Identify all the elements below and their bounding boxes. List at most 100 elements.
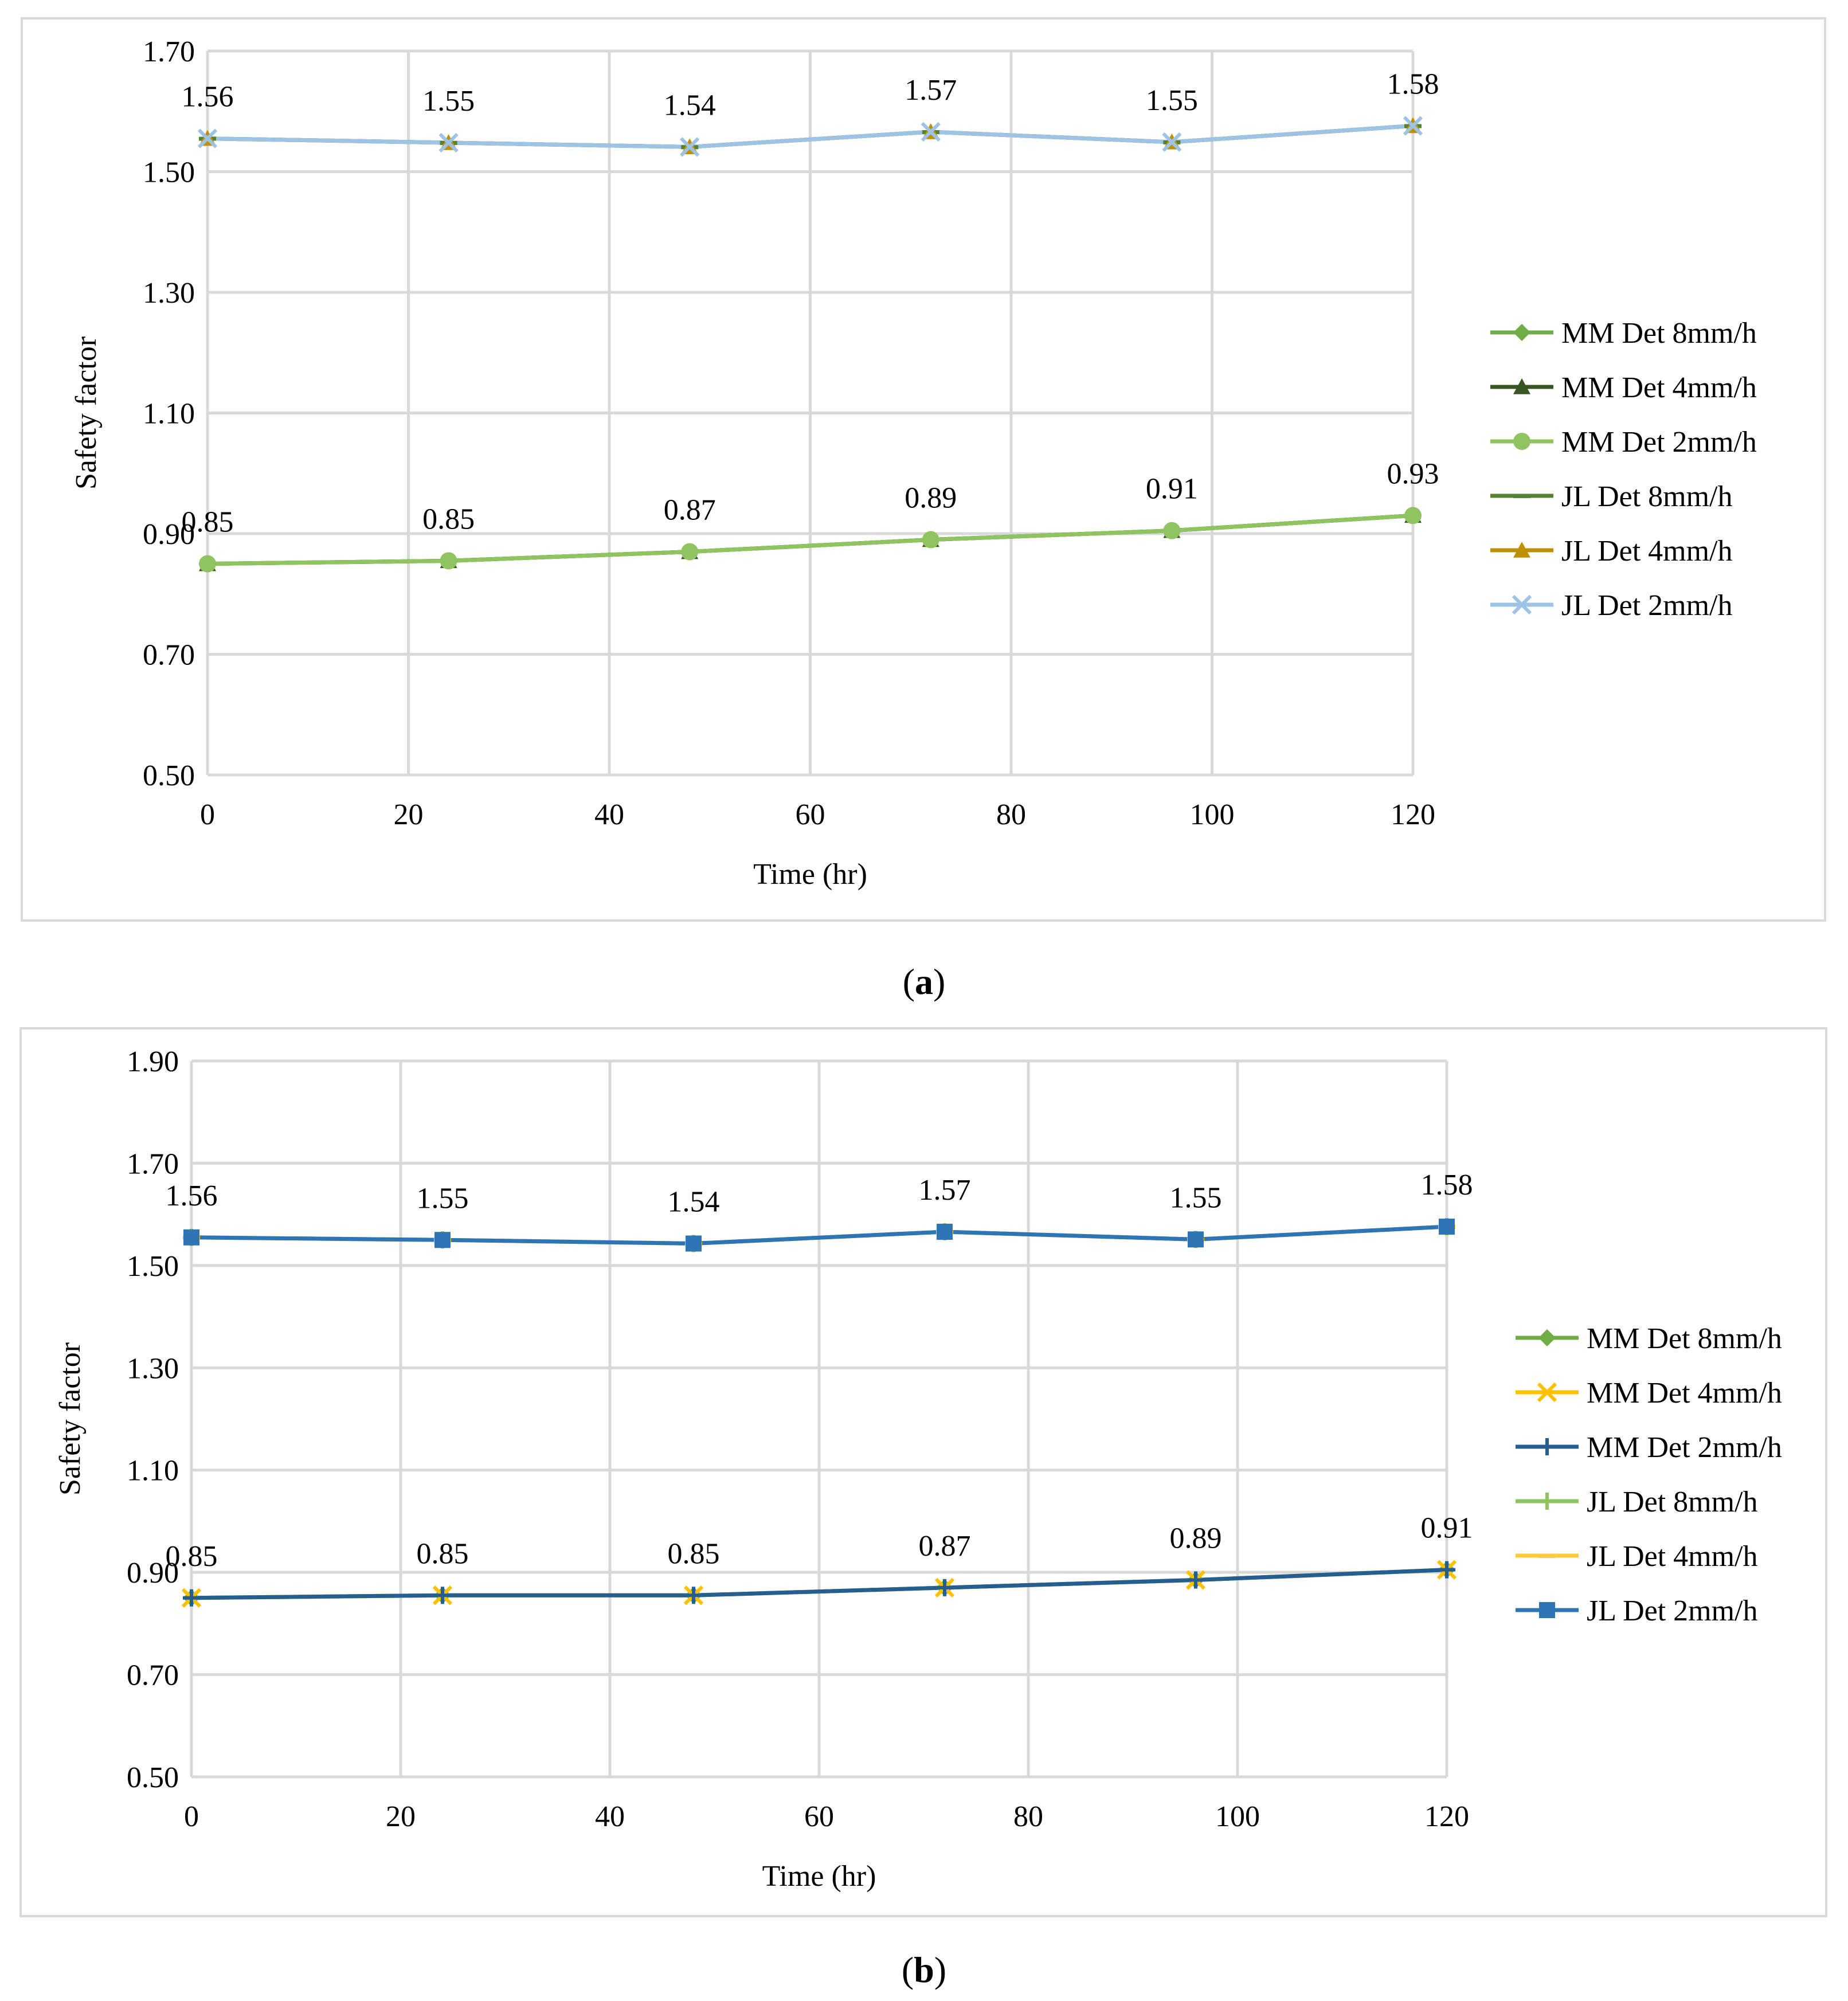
chart-b-data-point: [1188, 1231, 1204, 1248]
chart-b-y-tick-label: 1.30: [127, 1352, 179, 1385]
chart-a-legend-marker: [1513, 494, 1530, 498]
chart-b-legend-label: MM Det 8mm/h: [1587, 1322, 1782, 1355]
chart-a-legend-marker: [1513, 378, 1530, 394]
chart-a-x-tick-label: 0: [200, 798, 215, 831]
chart-a-data-point: [922, 531, 939, 549]
chart-b-data-label: 0.91: [1421, 1512, 1473, 1545]
chart-b-legend-marker: [1538, 1438, 1556, 1455]
chart-a-gridlines: [206, 49, 1415, 777]
chart-b-data-point: [434, 1587, 451, 1604]
chart-a-data-point: [1403, 116, 1423, 136]
chart-a-legend-marker: [1512, 594, 1532, 615]
chart-b-data-point: [434, 1232, 451, 1248]
chart-b-y-axis-label: Safety factor: [54, 1342, 87, 1495]
chart-a-data-point: [197, 128, 218, 148]
chart-a-legend-label: MM Det 8mm/h: [1561, 317, 1757, 350]
chart-a-y-tick-label: 0.70: [143, 639, 195, 672]
chart-a-y-tick-label: 0.50: [143, 759, 195, 792]
chart-a-data-label: 1.55: [422, 85, 475, 118]
chart-b-series-markers: [181, 1218, 1457, 1608]
chart-b-data-labels: 0.85 0.85 0.85 0.87 0.89 0.91 1.56 1.55 1.54 1.57…: [166, 1169, 1473, 1573]
chart-b-data-point: [1438, 1561, 1455, 1579]
chart-b-legend-label: JL Det 4mm/h: [1587, 1540, 1758, 1573]
chart-a-x-tick-label: 40: [594, 798, 624, 831]
chart-b-y-tick-label: 0.50: [127, 1761, 179, 1794]
chart-b-y-tick-label: 1.70: [127, 1148, 179, 1180]
chart-b-x-tick-label: 0: [184, 1800, 199, 1833]
chart-b-y-tick-label: 0.70: [127, 1659, 179, 1692]
chart-a-data-labels: 0.85 0.85 0.87 0.89 0.91 0.93 1.56 1.55 1.54 1.57…: [182, 68, 1439, 539]
chart-b-legend: MM Det 8mm/h MM Det 4mm/h MM Det 2mm/h JL D…: [1516, 1322, 1782, 1627]
chart-a-legend-marker: [1513, 542, 1530, 558]
chart-b-data-label: 1.55: [417, 1182, 469, 1215]
chart-b-data-point: [686, 1235, 702, 1252]
chart-a-y-tick-label: 1.50: [143, 156, 195, 189]
chart-a-tick-labels: 0.50 0.70 0.90 1.10 1.30 1.50 1.70 0 20 40 60 80 100…: [143, 36, 1435, 831]
chart-a-data-point: [921, 122, 941, 142]
chart-a-svg: 0.50 0.70 0.90 1.10 1.30 1.50 1.70 0 20 40 60 80 100…: [70, 36, 1757, 891]
chart-a-series-markers: [197, 116, 1423, 573]
chart-b-y-tick-label: 1.10: [127, 1455, 179, 1487]
caption-b-letter: b: [914, 1949, 934, 1990]
chart-a-data-point: [1404, 507, 1422, 524]
chart-b-x-axis-label: Time (hr): [762, 1860, 876, 1893]
chart-b-data-label: 0.89: [1170, 1522, 1222, 1555]
chart-b-data-label: 1.55: [1170, 1181, 1222, 1214]
chart-a-data-label: 1.55: [1146, 84, 1198, 117]
chart-b-legend-marker: [1538, 1554, 1556, 1558]
chart-b-y-tick-label: 1.50: [127, 1250, 179, 1283]
chart-a-y-tick-label: 1.70: [143, 36, 195, 68]
chart-a-data-label: 0.85: [182, 506, 234, 539]
chart-a-data-label: 0.89: [905, 482, 957, 515]
chart-a-series-line: [207, 513, 1414, 566]
chart-b-data-point: [1187, 1571, 1204, 1589]
chart-b-x-tick-label: 40: [595, 1800, 625, 1833]
chart-a-data-label: 0.91: [1146, 473, 1198, 506]
chart-a-legend-label: JL Det 4mm/h: [1561, 535, 1733, 567]
chart-b-data-label: 0.85: [166, 1540, 218, 1573]
chart-a-data-label: 1.56: [182, 81, 234, 113]
chart-b-legend-label: JL Det 8mm/h: [1587, 1486, 1758, 1518]
chart-b-svg: 0.50 0.70 0.90 1.10 1.30 1.50 1.70 1.90 0 20 40 60 8…: [54, 1045, 1782, 1893]
caption-a: (a): [902, 961, 946, 1002]
chart-b-data-point: [936, 1579, 953, 1596]
chart-b-data-point: [1439, 1219, 1455, 1235]
chart-a-data-label: 1.57: [905, 74, 957, 107]
chart-b-series-lines: [191, 1224, 1447, 1600]
chart-a-legend-marker: [1513, 324, 1530, 341]
chart-a-legend-label: MM Det 4mm/h: [1561, 371, 1757, 404]
chart-b-data-label: 1.57: [919, 1174, 971, 1207]
chart-a-data-point: [199, 555, 216, 573]
chart-b-data-point: [183, 1589, 200, 1607]
chart-a-x-axis-label: Time (hr): [753, 858, 867, 891]
chart-b-legend-marker: [1537, 1382, 1557, 1403]
chart-a-data-label: 0.87: [664, 494, 716, 527]
chart-b-y-tick-label: 0.90: [127, 1557, 179, 1589]
chart-a-x-tick-label: 80: [996, 798, 1026, 831]
chart-a-x-tick-label: 60: [796, 798, 825, 831]
chart-a-x-tick-label: 120: [1391, 798, 1435, 831]
chart-panel-b: 0.50 0.70 0.90 1.10 1.30 1.50 1.70 1.90 0 20 40 60 8…: [19, 1027, 1827, 1917]
chart-a-legend-label: JL Det 2mm/h: [1561, 589, 1733, 622]
caption-b: (b): [901, 1949, 947, 1990]
chart-a-legend-label: JL Det 8mm/h: [1561, 480, 1733, 513]
chart-b-data-label: 1.58: [1421, 1169, 1473, 1201]
chart-b-x-tick-label: 20: [386, 1800, 416, 1833]
chart-b-legend-marker: [1539, 1602, 1555, 1618]
chart-a-y-tick-label: 0.90: [143, 518, 195, 551]
chart-b-tick-labels: 0.50 0.70 0.90 1.10 1.30 1.50 1.70 1.90 0 20 40 60 8…: [127, 1045, 1469, 1833]
chart-panel-a: 0.50 0.70 0.90 1.10 1.30 1.50 1.70 0 20 40 60 80 100…: [21, 17, 1826, 922]
chart-a-x-tick-label: 20: [394, 798, 424, 831]
chart-b-y-tick-label: 1.90: [127, 1045, 179, 1078]
chart-a-data-point: [1163, 522, 1181, 539]
chart-a-y-axis-label: Safety factor: [70, 336, 103, 490]
chart-b-gridlines: [190, 1059, 1448, 1779]
chart-b-x-tick-label: 100: [1215, 1800, 1260, 1833]
chart-b-legend-label: MM Det 4mm/h: [1587, 1377, 1782, 1409]
chart-a-legend: MM Det 8mm/h MM Det 4mm/h MM Det 2mm/h JL D…: [1490, 317, 1757, 622]
chart-b-data-label: 1.56: [166, 1180, 218, 1212]
chart-b-x-tick-label: 120: [1424, 1800, 1469, 1833]
chart-a-data-point: [438, 132, 459, 153]
chart-b-legend-marker: [1538, 1493, 1556, 1510]
chart-a-series-line: [207, 124, 1414, 149]
